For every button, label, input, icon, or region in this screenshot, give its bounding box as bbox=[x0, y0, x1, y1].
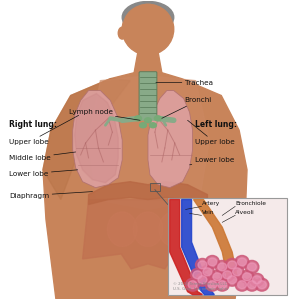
Ellipse shape bbox=[210, 270, 224, 283]
Ellipse shape bbox=[208, 258, 217, 266]
Ellipse shape bbox=[253, 276, 261, 284]
Ellipse shape bbox=[155, 116, 161, 121]
Text: Artery: Artery bbox=[201, 202, 220, 206]
Ellipse shape bbox=[135, 116, 141, 121]
Ellipse shape bbox=[238, 281, 246, 289]
Ellipse shape bbox=[122, 2, 174, 33]
Ellipse shape bbox=[123, 4, 173, 50]
Text: Upper lobe: Upper lobe bbox=[9, 115, 79, 145]
Ellipse shape bbox=[240, 270, 254, 283]
Ellipse shape bbox=[118, 27, 126, 39]
Ellipse shape bbox=[133, 212, 163, 247]
Ellipse shape bbox=[225, 273, 239, 286]
Polygon shape bbox=[88, 182, 207, 205]
Polygon shape bbox=[182, 200, 214, 295]
Ellipse shape bbox=[140, 123, 146, 128]
Ellipse shape bbox=[245, 278, 259, 291]
Ellipse shape bbox=[223, 271, 232, 279]
Text: © 2022 Terese Winslow LLC
U.S. Govt. has certain rights: © 2022 Terese Winslow LLC U.S. Govt. has… bbox=[173, 282, 228, 291]
Polygon shape bbox=[75, 94, 118, 183]
Polygon shape bbox=[170, 200, 203, 295]
Ellipse shape bbox=[200, 266, 214, 278]
Ellipse shape bbox=[258, 281, 266, 289]
Polygon shape bbox=[43, 79, 130, 200]
Ellipse shape bbox=[196, 259, 210, 271]
Ellipse shape bbox=[215, 260, 229, 273]
Ellipse shape bbox=[215, 278, 229, 291]
Ellipse shape bbox=[186, 278, 199, 291]
Text: Lower lobe: Lower lobe bbox=[189, 157, 234, 165]
Ellipse shape bbox=[243, 273, 251, 281]
Ellipse shape bbox=[250, 273, 264, 286]
Polygon shape bbox=[73, 91, 122, 188]
Ellipse shape bbox=[255, 278, 269, 291]
Polygon shape bbox=[134, 51, 162, 73]
Ellipse shape bbox=[235, 256, 249, 268]
Ellipse shape bbox=[203, 268, 212, 276]
Ellipse shape bbox=[233, 268, 242, 276]
Text: Vein: Vein bbox=[201, 210, 214, 215]
Ellipse shape bbox=[205, 278, 219, 291]
Text: Bronchi: Bronchi bbox=[162, 98, 212, 118]
Ellipse shape bbox=[248, 281, 256, 289]
Text: Lymph node: Lymph node bbox=[69, 110, 140, 120]
Text: Diaphragm: Diaphragm bbox=[9, 192, 93, 199]
Ellipse shape bbox=[245, 260, 259, 273]
Text: Upper lobe: Upper lobe bbox=[188, 120, 234, 145]
Ellipse shape bbox=[191, 268, 205, 281]
Ellipse shape bbox=[235, 278, 249, 291]
Ellipse shape bbox=[198, 276, 207, 284]
Ellipse shape bbox=[225, 259, 239, 271]
Polygon shape bbox=[88, 76, 210, 209]
Polygon shape bbox=[43, 73, 247, 298]
Polygon shape bbox=[148, 91, 193, 188]
Text: Middle lobe: Middle lobe bbox=[9, 152, 76, 161]
FancyBboxPatch shape bbox=[139, 72, 157, 118]
Text: Right lung:: Right lung: bbox=[9, 120, 57, 129]
Ellipse shape bbox=[238, 258, 246, 266]
Ellipse shape bbox=[122, 3, 174, 55]
Ellipse shape bbox=[218, 263, 227, 271]
Ellipse shape bbox=[188, 281, 197, 289]
Text: Alveoli: Alveoli bbox=[235, 210, 255, 215]
Ellipse shape bbox=[228, 276, 237, 284]
Ellipse shape bbox=[127, 4, 169, 48]
Ellipse shape bbox=[208, 281, 217, 289]
Ellipse shape bbox=[230, 266, 244, 278]
Ellipse shape bbox=[193, 271, 202, 279]
Ellipse shape bbox=[205, 256, 219, 268]
Ellipse shape bbox=[159, 212, 189, 247]
Ellipse shape bbox=[220, 268, 234, 281]
Ellipse shape bbox=[218, 281, 227, 289]
FancyBboxPatch shape bbox=[168, 197, 287, 295]
Text: Lower lobe: Lower lobe bbox=[9, 170, 78, 177]
Ellipse shape bbox=[213, 273, 222, 281]
Ellipse shape bbox=[248, 263, 256, 271]
Polygon shape bbox=[194, 200, 237, 277]
Text: Left lung:: Left lung: bbox=[194, 120, 237, 129]
Text: Bronchiole: Bronchiole bbox=[235, 202, 266, 206]
Ellipse shape bbox=[145, 118, 151, 123]
Text: Trachea: Trachea bbox=[156, 80, 213, 85]
Polygon shape bbox=[83, 200, 214, 269]
Ellipse shape bbox=[198, 261, 207, 269]
Ellipse shape bbox=[150, 123, 156, 128]
Ellipse shape bbox=[107, 212, 137, 247]
Ellipse shape bbox=[196, 273, 210, 286]
Ellipse shape bbox=[228, 261, 237, 269]
